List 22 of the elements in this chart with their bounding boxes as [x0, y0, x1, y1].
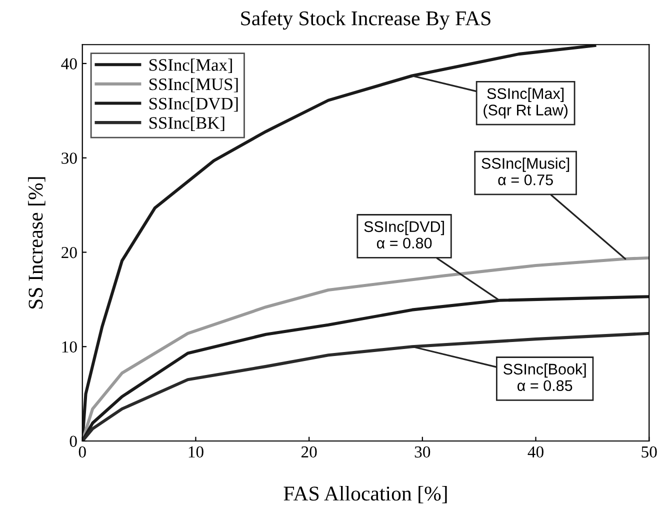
y-tick-label: 0 [70, 436, 77, 447]
x-tick-label: 50 [642, 446, 657, 458]
annotation: SSInc[DVD] α = 0.80 [364, 220, 444, 249]
y-tick-label: 40 [61, 58, 77, 70]
x-tick-label: 0 [78, 446, 86, 458]
annotation: SSInc[Music] α = 0.75 [482, 158, 570, 186]
legend-label: SSInc[Max] [150, 58, 232, 73]
x-tick-label: 20 [301, 446, 317, 458]
y-axis-title: SS Increase [%] [28, 177, 46, 309]
legend-label: SSInc[BK] [150, 116, 224, 131]
x-axis-title: FAS Allocation [%] [284, 486, 447, 504]
legend-label: SSInc[MUS] [150, 78, 238, 92]
chart-title: Safety Stock Increase By FAS [241, 10, 490, 30]
legend-label: SSInc[DVD] [150, 97, 238, 112]
annotation: SSInc[Book] α = 0.85 [503, 363, 586, 392]
annotation: SSInc[Max] (Sqr Rt Law) [484, 88, 568, 118]
x-tick-label: 30 [414, 446, 430, 458]
x-tick-label: 10 [188, 446, 204, 458]
y-tick-label: 30 [62, 152, 77, 164]
y-tick-label: 20 [62, 246, 77, 258]
y-tick-label: 10 [62, 341, 77, 353]
x-tick-label: 40 [528, 446, 544, 458]
